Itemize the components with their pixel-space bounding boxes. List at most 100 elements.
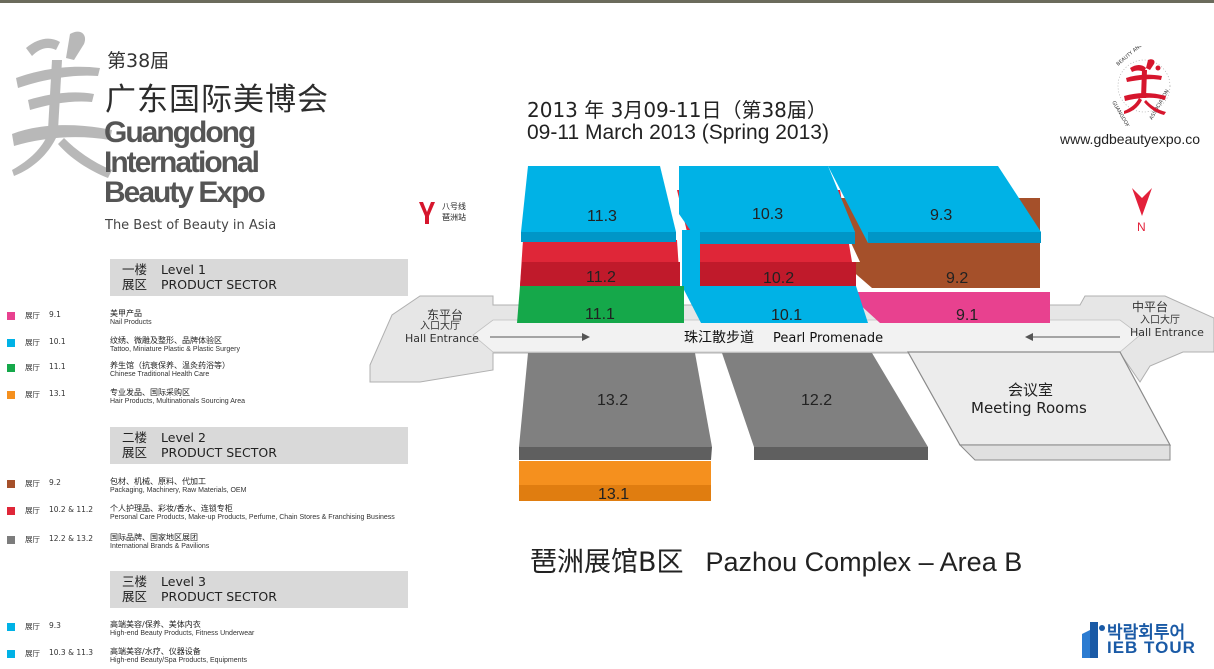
top-border-line (0, 0, 1214, 3)
legend-swatch (7, 623, 15, 631)
legend-desc-en: High-end Beauty Products, Fitness Underw… (110, 630, 255, 637)
legend-swatch (7, 536, 15, 544)
legend-hall-label: 展厅 (25, 338, 40, 347)
hall-label-9-1: 9.1 (956, 307, 978, 324)
hall-9-block (828, 166, 1050, 323)
hall-13-1-block (519, 461, 711, 501)
legend-hall-label: 展厅 (25, 535, 40, 544)
expo-title-en: Guangdong International Beauty Expo (104, 116, 266, 209)
legend-swatch (7, 650, 15, 658)
hall-label-9-2: 9.2 (946, 270, 968, 287)
ieb-tour-mark-icon (1082, 622, 1105, 658)
legend-hall-label: 展厅 (25, 506, 40, 515)
legend-desc-en: Nail Products (110, 319, 152, 326)
north-arrow-icon (1132, 188, 1152, 216)
legend-swatch (7, 391, 15, 399)
expo-edition: 第38届 (107, 50, 170, 72)
legend-desc-en: International Brands & Pavilions (110, 543, 210, 550)
hall-label-10-1: 10.1 (771, 307, 802, 324)
legend-hall-number: 9.1 (49, 310, 61, 319)
hall-11-block (517, 166, 684, 323)
hall-label-11-3: 11.3 (587, 208, 617, 225)
metro-icon (419, 202, 435, 224)
east-entrance-en: Hall Entrance (405, 332, 479, 345)
dates-en: 09-11 March 2013 (Spring 2013) (527, 121, 829, 144)
legend-item: 展厅 12.2 & 13.2 国际品牌、国家地区展团 International Br… (0, 532, 420, 558)
legend-desc-cn: 纹绣、微雕及整形、品牌体验区 (110, 336, 222, 345)
promenade-label-en: Pearl Promenade (773, 331, 883, 346)
legend-item: 展厅 10.1 纹绣、微雕及整形、品牌体验区 Tattoo, Miniature Pl… (0, 335, 420, 361)
legend-hall-number: 10.3 & 11.3 (49, 648, 94, 657)
hall-13-2-block (519, 353, 712, 460)
legend-item: 展厅 9.1 美甲产品 Nail Products (0, 308, 420, 334)
legend-hall-label: 展厅 (25, 390, 40, 399)
meeting-rooms-en: Meeting Rooms (971, 399, 1087, 417)
legend-desc-cn: 美甲产品 (110, 309, 142, 318)
dates-cn: 2013 年 3月09-11日（第38届） (527, 98, 827, 122)
legend-hall-label: 展厅 (25, 311, 40, 320)
middle-entrance-cn1: 中平台 (1132, 299, 1168, 314)
middle-entrance-en: Hall Entrance (1130, 326, 1204, 339)
hall-label-11-1: 11.1 (585, 306, 615, 323)
legend-desc-en: Chinese Traditional Health Care (110, 371, 210, 378)
legend-desc-en: High-end Beauty/Spa Products, Equipments (110, 657, 247, 664)
legend-item: 展厅 10.2 & 11.2 个人护理品、彩妆/香水、连锁专柜 Personal Ca… (0, 503, 420, 529)
east-entrance-cn2: 入口大厅 (420, 319, 460, 332)
legend-hall-number: 10.1 (49, 337, 66, 346)
legend-item: 展厅 10.3 & 11.3 高端美容/水疗、仪器设备 High-end Beauty… (0, 646, 420, 669)
legend-desc-en: Tattoo, Miniature Plastic & Plastic Surg… (110, 346, 240, 353)
legend-swatch (7, 339, 15, 347)
legend-desc-cn: 国际品牌、国家地区展团 (110, 533, 198, 542)
metro-station-marker: 八号线 琶洲站 (418, 200, 478, 226)
hall-12-2-block (722, 353, 928, 460)
meeting-rooms-cn: 会议室 (1008, 381, 1053, 399)
legend-swatch (7, 364, 15, 372)
legend-hall-number: 11.1 (49, 362, 66, 371)
ieb-tour-logo: 박람회투어 IEB TOUR (1080, 618, 1200, 662)
website-url[interactable]: www.gdbeautyexpo.co (1060, 131, 1201, 147)
legend-desc-cn: 养生馆（抗衰保养、温灸药浴等） (110, 361, 230, 370)
hall-label-10-3: 10.3 (752, 206, 783, 223)
expo-title-cn: 广东国际美博会 (105, 82, 329, 118)
legend-hall-label: 展厅 (25, 363, 40, 372)
hall-label-13-2: 13.2 (597, 392, 628, 409)
legend-desc-cn: 个人护理品、彩妆/香水、连锁专柜 (110, 504, 233, 513)
legend-item: 展厅 9.2 包材、机械、原料、代加工 Packaging, Machinery, R… (0, 476, 420, 502)
beauty-expo-seal-logo: BEAUTY AND COSMETIC GUANGDONG ASSOCIATIO… (1105, 46, 1183, 126)
legend-desc-cn: 高端美容/水疗、仪器设备 (110, 647, 201, 656)
legend-desc-en: Hair Products, Multinationals Sourcing A… (110, 398, 246, 405)
legend-hall-number: 9.2 (49, 478, 61, 487)
level-3-header: 三楼 Level 3 展区 PRODUCT SECTOR (110, 571, 408, 608)
hall-10-block (677, 166, 868, 323)
north-label: N (1137, 220, 1146, 234)
level-2-header: 二楼 Level 2 展区 PRODUCT SECTOR (110, 427, 408, 464)
legend-desc-en: Personal Care Products, Make-up Products… (110, 514, 395, 521)
legend-desc-en: Packaging, Machinery, Raw Materials, OEM (110, 487, 247, 494)
legend-item: 展厅 13.1 专业发品、国际采购区 Hair Products, Multinati… (0, 387, 420, 413)
legend-hall-number: 13.1 (49, 389, 66, 398)
legend-item: 展厅 9.3 高端美容/保养、美体内衣 High-end Beauty Product… (0, 619, 420, 645)
promenade-label-cn: 珠江散步道 (684, 330, 754, 346)
hall-label-9-3: 9.3 (930, 207, 952, 224)
beauty-calligraphy-logo (12, 31, 112, 178)
complex-area-title: 琶洲展馆B区 Pazhou Complex – Area B (530, 547, 1023, 578)
hall-label-11-2: 11.2 (586, 269, 616, 286)
legend-desc-cn: 高端美容/保养、美体内衣 (110, 620, 201, 629)
legend-hall-label: 展厅 (25, 649, 40, 658)
legend-swatch (7, 480, 15, 488)
metro-label: 八号线 琶洲站 (442, 202, 466, 222)
hall-label-13-1: 13.1 (598, 486, 629, 503)
legend-hall-label: 展厅 (25, 622, 40, 631)
hall-label-10-2: 10.2 (763, 270, 794, 287)
expo-tagline: The Best of Beauty in Asia (105, 218, 277, 233)
legend-swatch (7, 507, 15, 515)
east-entrance-cn1: 东平台 (427, 307, 463, 322)
legend-swatch (7, 312, 15, 320)
legend-desc-cn: 专业发品、国际采购区 (110, 388, 190, 397)
legend-item: 展厅 11.1 养生馆（抗衰保养、温灸药浴等） Chinese Traditional… (0, 360, 420, 386)
legend-hall-number: 12.2 & 13.2 (49, 534, 94, 543)
legend-hall-number: 10.2 & 11.2 (49, 505, 94, 514)
middle-entrance-cn2: 入口大厅 (1140, 313, 1180, 326)
level-1-header: 一楼 Level 1 展区 PRODUCT SECTOR (110, 259, 408, 296)
